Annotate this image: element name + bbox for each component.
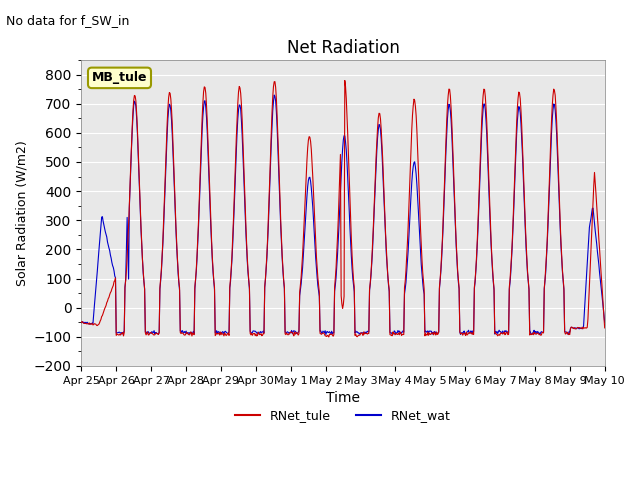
Title: Net Radiation: Net Radiation [287, 39, 399, 57]
Y-axis label: Solar Radiation (W/m2): Solar Radiation (W/m2) [15, 140, 28, 286]
Text: No data for f_SW_in: No data for f_SW_in [6, 14, 130, 27]
Text: MB_tule: MB_tule [92, 72, 147, 84]
Legend: RNet_tule, RNet_wat: RNet_tule, RNet_wat [230, 404, 456, 427]
X-axis label: Time: Time [326, 391, 360, 405]
